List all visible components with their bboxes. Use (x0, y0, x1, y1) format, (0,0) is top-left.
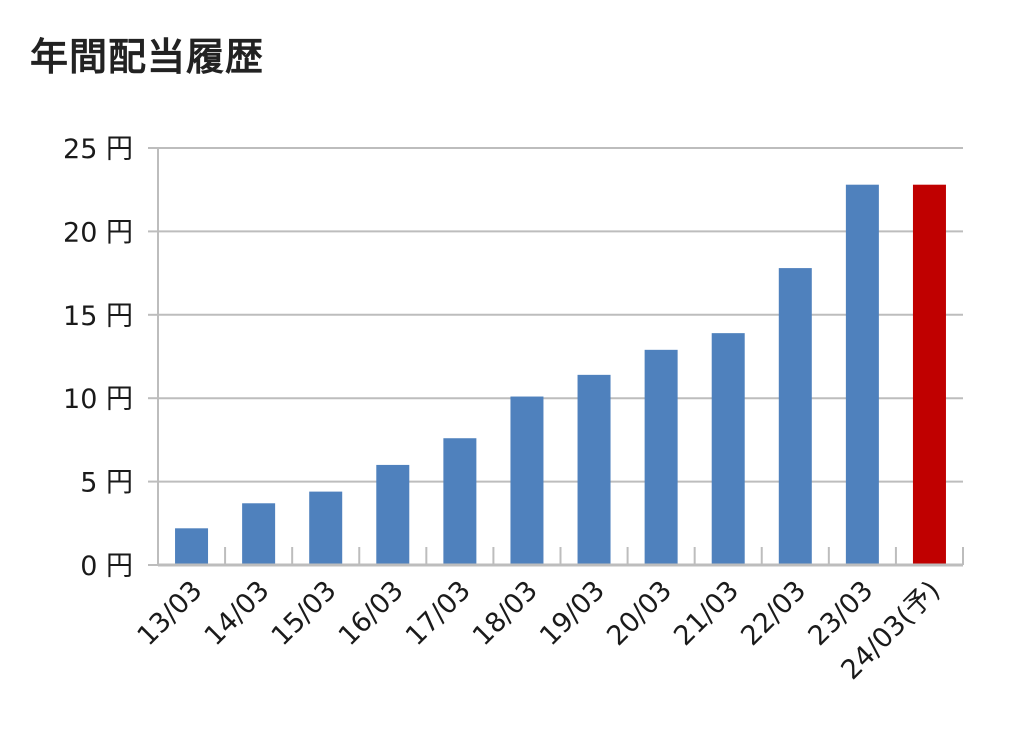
x-tick-label: 14/03 (199, 575, 276, 652)
x-tick-label: 13/03 (132, 575, 209, 652)
y-tick-label: 20 円 (63, 217, 133, 248)
y-tick-label: 0 円 (80, 551, 133, 582)
bar (711, 333, 745, 565)
x-tick-label: 17/03 (400, 575, 477, 652)
x-tick-label: 19/03 (534, 575, 611, 652)
bar (644, 349, 678, 565)
x-tick-label: 16/03 (333, 575, 410, 652)
x-tick-label: 15/03 (266, 575, 343, 652)
bar (510, 396, 544, 565)
y-axis-ticks: 0 円 5 円 10 円 15 円 20 円 25 円 (63, 134, 159, 582)
bar (443, 438, 477, 565)
x-tick-label: 21/03 (668, 575, 745, 652)
x-axis-labels: 13/0314/0315/0316/0317/0318/0319/0320/03… (132, 575, 947, 686)
bar (912, 184, 946, 566)
bars (175, 184, 946, 566)
y-tick-label: 10 円 (63, 384, 133, 415)
y-tick-label: 5 円 (80, 468, 133, 499)
bar (309, 491, 343, 565)
y-tick-label: 15 円 (63, 301, 133, 332)
bar (376, 464, 410, 565)
gridlines (158, 147, 963, 483)
x-tick-label: 20/03 (601, 575, 678, 652)
bar (242, 503, 276, 565)
x-tick-label: 22/03 (735, 575, 812, 652)
bar (845, 184, 879, 566)
bar (778, 268, 812, 565)
y-tick-label: 25 円 (63, 134, 133, 165)
chart-title: 年間配当履歴 (30, 35, 265, 79)
x-axis (157, 547, 964, 567)
bar (175, 528, 209, 565)
x-tick-label: 18/03 (467, 575, 544, 652)
bar (577, 374, 611, 565)
